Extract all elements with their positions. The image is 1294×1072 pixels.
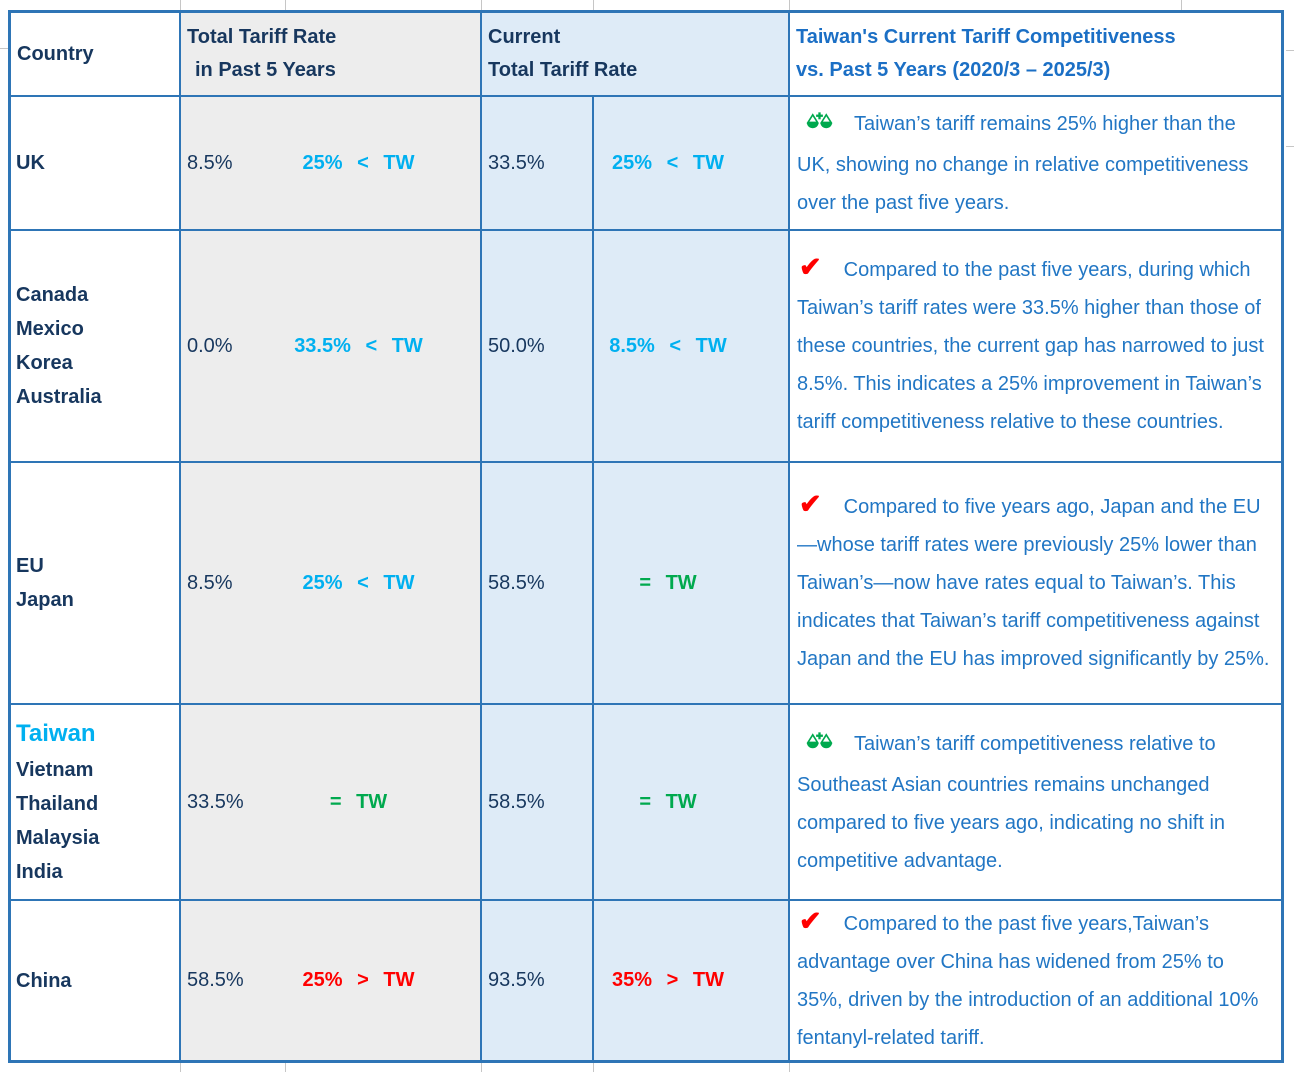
past-comparison: 33.5% < TW	[294, 334, 423, 357]
header-competitiveness-line2: vs. Past 5 Years (2020/3 – 2025/3)	[796, 59, 1111, 81]
gridline-tick	[789, 0, 790, 10]
gridline-tick	[285, 0, 286, 10]
note-cell: ✔ Compared to the past five years,Taiwan’…	[790, 901, 1281, 1060]
country-cell-china: China	[11, 901, 181, 1060]
header-current-tariff: Current Total Tariff Rate	[482, 13, 790, 97]
note-cell: ✔ Compared to the past five years, during…	[790, 231, 1281, 463]
header-past-tariff: Total Tariff Rate in Past 5 Years	[181, 13, 482, 97]
past-rate-cell: 33.5% = TW	[181, 705, 482, 901]
current-rate-cell: 58.5%	[482, 463, 594, 705]
country-name: Canada	[16, 284, 89, 306]
past-rate-value: 8.5%	[187, 151, 233, 174]
past-rate-cell: 0.0% 33.5% < TW	[181, 231, 482, 463]
past-rate-cell: 8.5% 25% < TW	[181, 463, 482, 705]
note-cell: ✔ Compared to five years ago, Japan and t…	[790, 463, 1281, 705]
country-name-taiwan: Taiwan	[16, 720, 96, 747]
balance-scale-icon	[805, 728, 834, 766]
current-comparison-cell: 35% > TW	[594, 901, 790, 1060]
past-rate-value: 8.5%	[187, 571, 233, 594]
country-name: UK	[16, 152, 45, 174]
header-current-line2: Total Tariff Rate	[488, 59, 638, 81]
current-rate-value: 50.0%	[488, 334, 545, 357]
header-past-line2: in Past 5 Years	[195, 59, 336, 81]
country-name: Vietnam	[16, 759, 94, 781]
country-name: India	[16, 861, 63, 883]
past-rate-value: 58.5%	[187, 969, 244, 991]
header-country-label: Country	[17, 42, 94, 65]
current-rate-value: 93.5%	[488, 969, 545, 991]
note-text: Compared to five years ago, Japan and th…	[797, 496, 1270, 670]
past-comparison: 25% < TW	[302, 571, 415, 594]
current-rate-value: 58.5%	[488, 790, 545, 813]
current-rate-value: 33.5%	[488, 151, 545, 174]
checkmark-icon: ✔	[799, 905, 822, 936]
checkmark-icon: ✔	[799, 489, 822, 519]
country-name: Thailand	[16, 793, 99, 815]
note-text: Compared to the past five years,Taiwan’s…	[797, 912, 1259, 1049]
past-comparison: = TW	[329, 790, 388, 813]
note-text: Taiwan’s tariff remains 25% higher than …	[797, 112, 1249, 214]
current-comparison-cell: 25% < TW	[594, 97, 790, 231]
country-name: Japan	[16, 589, 74, 611]
country-name: EU	[16, 555, 44, 577]
country-name: Malaysia	[16, 827, 100, 849]
gridline-tick	[1286, 50, 1294, 51]
current-comparison: = TW	[639, 571, 697, 594]
past-comparison: 25% < TW	[302, 151, 415, 174]
country-name: China	[16, 969, 72, 992]
header-current-line1: Current	[488, 26, 561, 48]
country-name: Australia	[16, 386, 102, 408]
current-comparison: 8.5% < TW	[609, 334, 727, 357]
past-rate-cell: 58.5% 25% > TW	[181, 901, 482, 1060]
current-rate-value: 58.5%	[488, 571, 545, 594]
header-competitiveness: Taiwan's Current Tariff Competitiveness …	[790, 13, 1281, 97]
header-country: Country	[11, 13, 181, 97]
current-comparison: 35% > TW	[612, 969, 724, 991]
header-past-line1: Total Tariff Rate	[187, 26, 337, 48]
country-cell-eu-japan: EU Japan	[11, 463, 181, 705]
gridline-tick	[593, 0, 594, 10]
note-text: Taiwan’s tariff competitiveness relative…	[797, 732, 1226, 872]
country-cell-taiwan-group: Taiwan Vietnam Thailand Malaysia India	[11, 705, 181, 901]
gridline-tick	[1286, 146, 1294, 147]
gridline-tick	[180, 1063, 181, 1072]
country-cell-uk: UK	[11, 97, 181, 231]
past-rate-value: 0.0%	[187, 334, 233, 357]
gridline-tick	[1181, 0, 1182, 10]
current-comparison-cell: 8.5% < TW	[594, 231, 790, 463]
past-comparison: 25% > TW	[302, 969, 415, 991]
past-rate-value: 33.5%	[187, 790, 244, 813]
gridline-tick	[481, 1063, 482, 1072]
country-name: Korea	[16, 352, 73, 374]
current-rate-cell: 58.5%	[482, 705, 594, 901]
gridline-tick	[0, 48, 8, 49]
checkmark-icon: ✔	[799, 252, 822, 282]
current-comparison-cell: = TW	[594, 705, 790, 901]
gridline-tick	[180, 0, 181, 10]
gridline-tick	[789, 1063, 790, 1072]
note-cell: ✔Taiwan’s tariff competitiveness relativ…	[790, 705, 1281, 901]
current-rate-cell: 93.5%	[482, 901, 594, 1060]
past-rate-cell: 8.5% 25% < TW	[181, 97, 482, 231]
country-name: Mexico	[16, 318, 84, 340]
balance-scale-icon	[805, 108, 834, 146]
current-rate-cell: 50.0%	[482, 231, 594, 463]
tariff-comparison-table: Country Total Tariff Rate in Past 5 Year…	[8, 10, 1284, 1063]
gridline-tick	[481, 0, 482, 10]
gridline-tick	[285, 1063, 286, 1072]
gridline-tick	[593, 1063, 594, 1072]
header-competitiveness-line1: Taiwan's Current Tariff Competitiveness	[796, 26, 1176, 48]
note-text: Compared to the past five years, during …	[797, 259, 1264, 433]
current-comparison-cell: = TW	[594, 463, 790, 705]
current-rate-cell: 33.5%	[482, 97, 594, 231]
current-comparison: = TW	[639, 790, 697, 813]
country-cell-canada-group: Canada Mexico Korea Australia	[11, 231, 181, 463]
note-cell: ✔Taiwan’s tariff remains 25% higher than…	[790, 97, 1281, 231]
current-comparison: 25% < TW	[612, 151, 724, 174]
